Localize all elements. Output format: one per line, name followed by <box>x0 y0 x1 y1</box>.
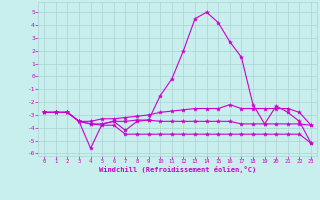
X-axis label: Windchill (Refroidissement éolien,°C): Windchill (Refroidissement éolien,°C) <box>99 166 256 173</box>
